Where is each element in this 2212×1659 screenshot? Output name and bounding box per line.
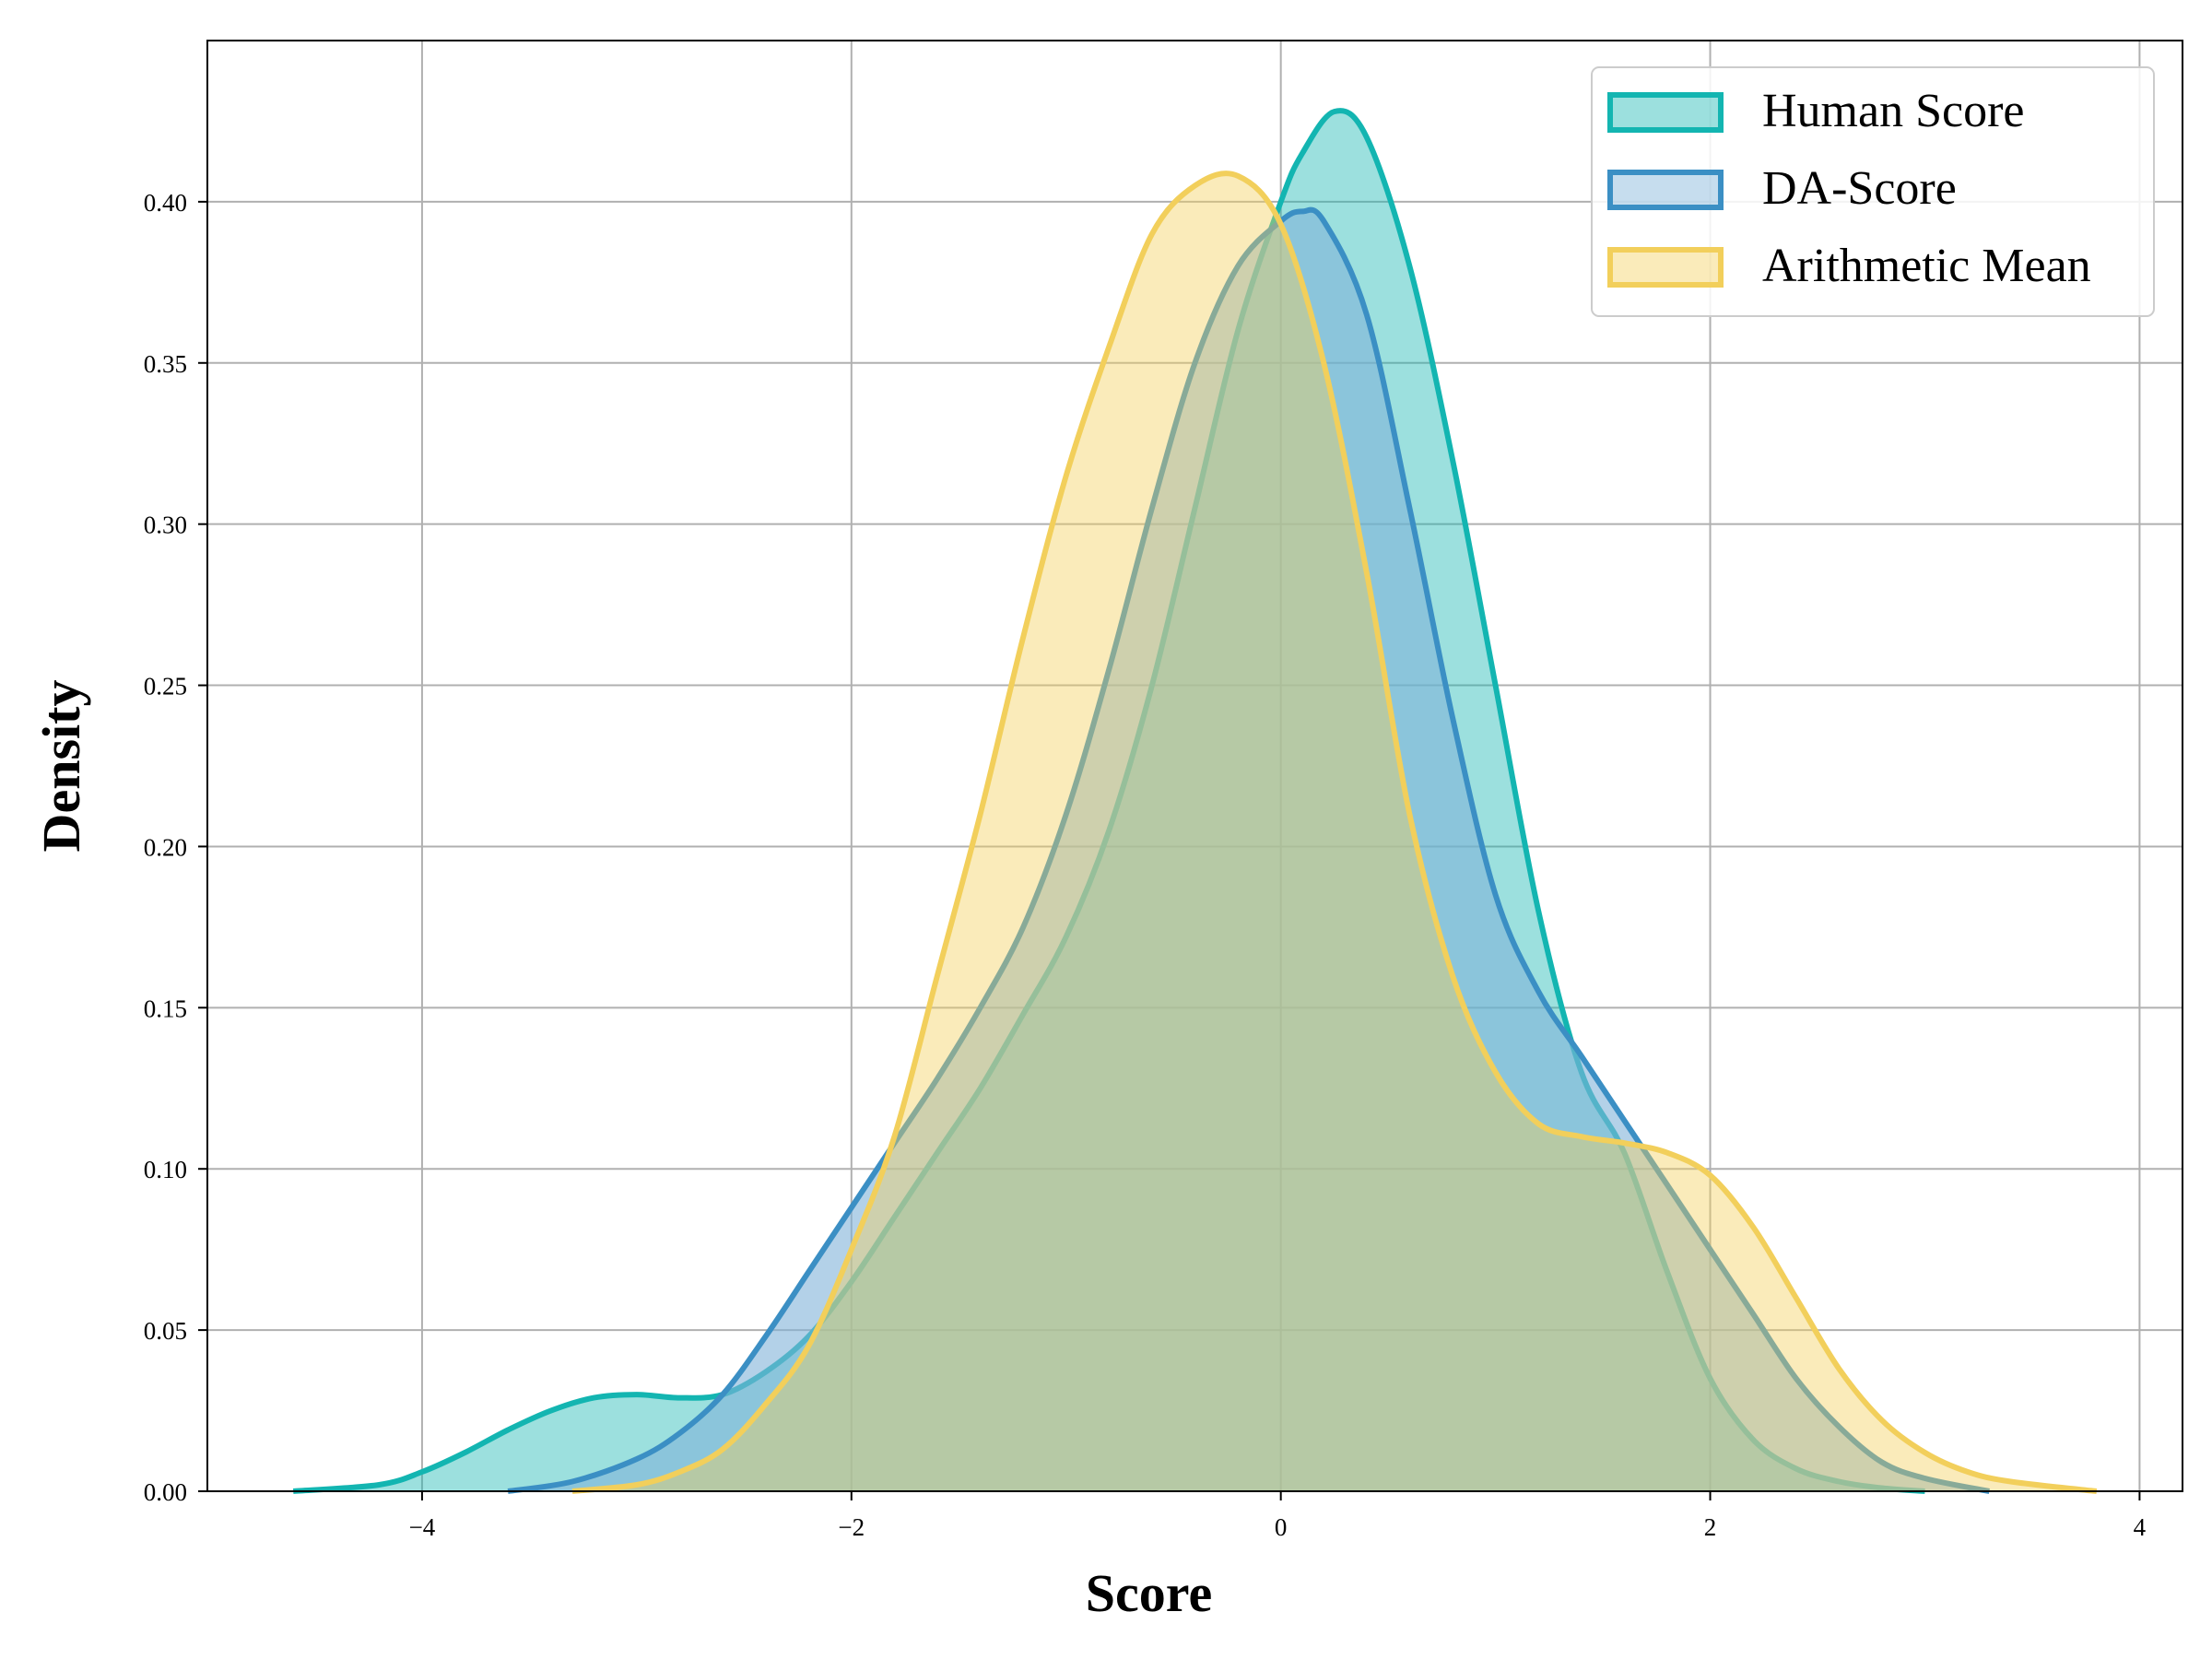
density-line-2 — [507, 206, 1990, 1494]
x-tick-label: −4 — [409, 1513, 436, 1541]
legend-label-2: DA-Score — [1762, 162, 1957, 215]
y-tick-label: 0.00 — [144, 1478, 187, 1506]
plot-frame — [206, 40, 2183, 1492]
legend-swatch-2 — [1607, 170, 1724, 210]
density-fill-3 — [572, 173, 2097, 1491]
legend-swatch-1 — [1607, 92, 1724, 133]
x-tick-label: −2 — [838, 1513, 865, 1541]
legend-swatch-3 — [1607, 247, 1724, 288]
y-tick-label: 0.20 — [144, 833, 187, 861]
y-tick-label: 0.40 — [144, 189, 187, 217]
y-tick-label: 0.05 — [144, 1317, 187, 1345]
y-tick-label: 0.15 — [144, 994, 187, 1022]
y-tick-label: 0.30 — [144, 512, 187, 539]
legend-label-1: Human Score — [1762, 85, 2024, 137]
x-tick-label: 2 — [1704, 1513, 1717, 1541]
y-axis-title: Density — [31, 680, 91, 853]
x-tick-label: 4 — [2134, 1513, 2147, 1541]
density-areas — [292, 108, 2098, 1494]
x-axis-title: Score — [1086, 1563, 1212, 1623]
density-line-3 — [571, 171, 2098, 1494]
legend: Human Score DA-Score Arithmetic Mean — [1591, 66, 2155, 317]
legend-label-3: Arithmetic Mean — [1762, 240, 2091, 292]
y-tick-label: 0.25 — [144, 673, 187, 700]
y-tick-label: 0.10 — [144, 1156, 187, 1183]
axis-ticks: −4 −2 0 2 4 0.00 0.05 0.10 0.15 0.20 0.25 0.30 0.35 0… — [144, 189, 2147, 1541]
y-tick-label: 0.35 — [144, 350, 187, 378]
legend-box — [1591, 66, 2155, 317]
x-tick-label: 0 — [1275, 1513, 1288, 1541]
